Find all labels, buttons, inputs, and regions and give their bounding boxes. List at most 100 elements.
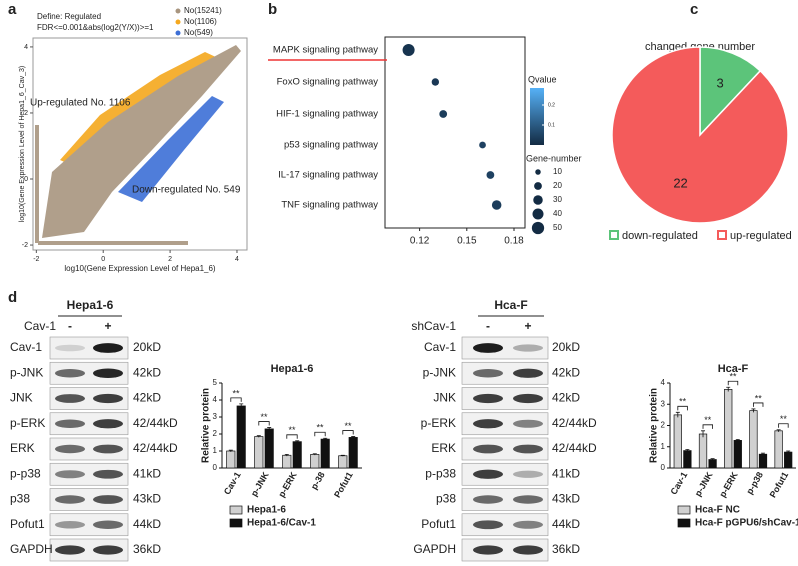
blot-band [93, 545, 123, 555]
y-tick-label: p53 signaling pathway [284, 140, 378, 151]
significance-bracket [753, 402, 764, 407]
bubble [486, 171, 495, 179]
blot-band [473, 444, 503, 454]
bar [733, 440, 742, 469]
protein-label: p-JNK [423, 365, 456, 379]
bar [236, 405, 246, 469]
blot-band [93, 368, 123, 379]
size-label: 42kD [133, 391, 161, 405]
protein-label: GAPDH [413, 542, 456, 556]
blot-band [513, 368, 543, 378]
protein-label: p-p38 [425, 466, 456, 480]
blot-strip [461, 462, 549, 486]
x-tick-label: Pofut1 [768, 470, 791, 499]
slice-label: 3 [716, 76, 723, 91]
protein-label: p-p38 [10, 466, 41, 480]
x-tick-label: p-ERK [717, 470, 740, 499]
significance-label: ** [260, 412, 268, 422]
chart-title: Hepa1-6 [271, 363, 314, 375]
significance-label: ** [316, 423, 324, 433]
annotation: Down-regulated No. 549 [132, 185, 241, 196]
blot-band [55, 520, 85, 529]
chart-title: Hca-F [718, 363, 749, 375]
size-label: 43kD [133, 492, 161, 506]
error-bar [726, 386, 731, 392]
x-tick-label: 0.18 [504, 236, 524, 247]
legend-marker [175, 19, 181, 25]
error-bar [239, 403, 244, 408]
y-axis-label: Relative protein [201, 388, 212, 463]
bubble [402, 43, 415, 57]
protein-label: p38 [10, 492, 30, 506]
y-tick-label: 4 [213, 395, 218, 404]
blot-band [513, 470, 543, 478]
legend-label: No(1106) [184, 17, 217, 26]
annotation: Up-regulated No. 1106 [30, 98, 131, 109]
legend-label: 30 [553, 195, 562, 204]
legend-label: Hepa1-6 [247, 505, 286, 516]
blot-band [55, 394, 85, 403]
legend-label: 40 [553, 209, 562, 218]
error-bar [685, 449, 690, 452]
blot-band [513, 393, 543, 404]
x-axis-label: log10(Gene Expression Level of Hepa1_6) [64, 264, 216, 273]
y-tick-label: 1 [213, 446, 218, 455]
blot-strip [461, 437, 549, 461]
y-tick-label: 0 [24, 176, 28, 183]
blot-band [473, 393, 503, 404]
plot-frame [384, 36, 526, 229]
size-label: 42kD [552, 391, 580, 405]
blot-strip [49, 412, 129, 436]
blot-band [55, 470, 85, 479]
x-tick-label: 2 [168, 256, 172, 263]
legend-title: Gene-number [526, 153, 582, 163]
error-bar [295, 440, 300, 443]
protein-label: Pofut1 [421, 517, 456, 531]
y-tick-label: 0 [661, 463, 666, 472]
protein-label: Pofut1 [10, 517, 45, 531]
bar [310, 454, 320, 469]
y-tick-label: 2 [213, 429, 218, 438]
bar [708, 459, 717, 469]
pie-slice [611, 46, 789, 224]
blot-strip [461, 336, 549, 360]
legend-swatch [229, 518, 243, 528]
legend-swatch [717, 230, 727, 240]
panel-label: d [8, 289, 17, 306]
blot-band [93, 444, 123, 454]
bar [784, 451, 793, 469]
lane-label: + [104, 319, 111, 333]
blot-strip [461, 538, 549, 562]
significance-bracket [702, 424, 713, 429]
bar [264, 428, 274, 469]
blot-strip [49, 361, 129, 385]
blot-strip [49, 437, 129, 461]
protein-label: p-ERK [421, 416, 456, 430]
size-label: 44kD [552, 517, 580, 531]
y-tick-label: 5 [213, 378, 218, 387]
size-label: 20kD [552, 340, 580, 354]
blot-band [93, 419, 123, 429]
error-bar [351, 436, 356, 439]
bar [282, 454, 292, 469]
significance-label: ** [704, 415, 712, 425]
lane-label: + [524, 319, 531, 333]
blot-band [513, 344, 543, 352]
cloud-streak [35, 125, 39, 243]
protein-label: p-JNK [10, 365, 43, 379]
bubble [491, 200, 502, 210]
significance-bracket [230, 397, 242, 402]
blot-title: Hepa1-6 [67, 298, 114, 312]
error-bar [312, 453, 317, 456]
legend-marker [175, 30, 181, 36]
protein-label: ERK [10, 441, 35, 455]
pie-slice [699, 46, 762, 137]
blot-strip [49, 488, 129, 511]
x-tick-label: p-p38 [744, 470, 765, 496]
legend-label: No(549) [184, 28, 213, 37]
y-tick-label: 2 [661, 421, 666, 430]
blot-band [55, 369, 85, 378]
y-tick-label: TNF signaling pathway [281, 200, 378, 211]
bar [338, 455, 348, 469]
